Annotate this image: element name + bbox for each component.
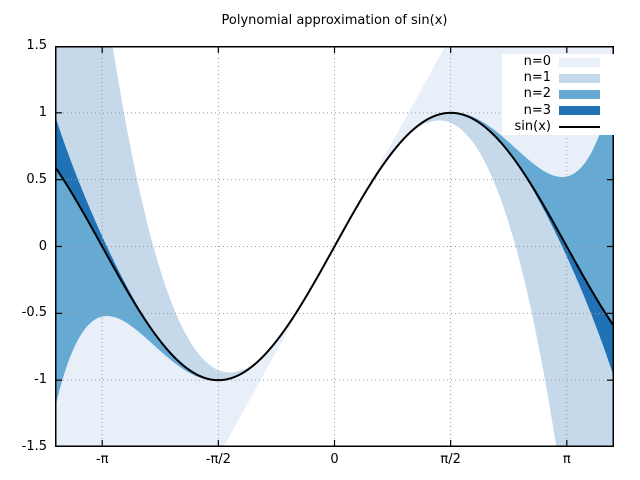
x-tick-label: 0 (330, 452, 339, 467)
legend-item-n-2: n=2 (502, 86, 614, 102)
legend-swatch (559, 89, 600, 99)
legend-item-n-1: n=1 (502, 70, 614, 86)
y-tick-label: 1.5 (26, 38, 47, 53)
legend-label: n=1 (523, 70, 551, 86)
legend-item-n-0: n=0 (502, 54, 614, 70)
x-tick-label: π/2 (440, 452, 461, 467)
legend-swatch (559, 57, 600, 67)
legend-label: sin(x) (514, 118, 551, 134)
sin-curve (55, 111, 614, 382)
y-tick-label: -0.5 (21, 305, 47, 321)
legend-item-sin-x-: sin(x) (502, 119, 614, 135)
x-tick-label: π (562, 452, 571, 467)
legend: n=0 n=1 n=2 n=3 sin(x) (502, 54, 614, 135)
y-tick-label: 0 (38, 238, 47, 254)
x-tick-label: -π (95, 452, 109, 467)
legend-line-sample (559, 125, 600, 128)
chart-title: Polynomial approximation of sin(x) (221, 13, 448, 28)
y-tick-label: 0.5 (26, 171, 47, 187)
legend-swatch (559, 106, 600, 116)
legend-label: n=2 (523, 86, 551, 102)
legend-swatch (559, 73, 600, 83)
axis-border (55, 46, 614, 447)
legend-label: n=0 (523, 54, 551, 70)
legend-item-n-3: n=3 (502, 103, 614, 119)
y-tick-label: 1 (38, 104, 47, 120)
y-tick-label: -1.5 (21, 439, 47, 454)
y-tick-label: -1 (34, 372, 47, 388)
fill-series-n=1 (55, 46, 614, 447)
x-tick-label: -π/2 (205, 452, 231, 467)
legend-label: n=3 (523, 102, 551, 118)
